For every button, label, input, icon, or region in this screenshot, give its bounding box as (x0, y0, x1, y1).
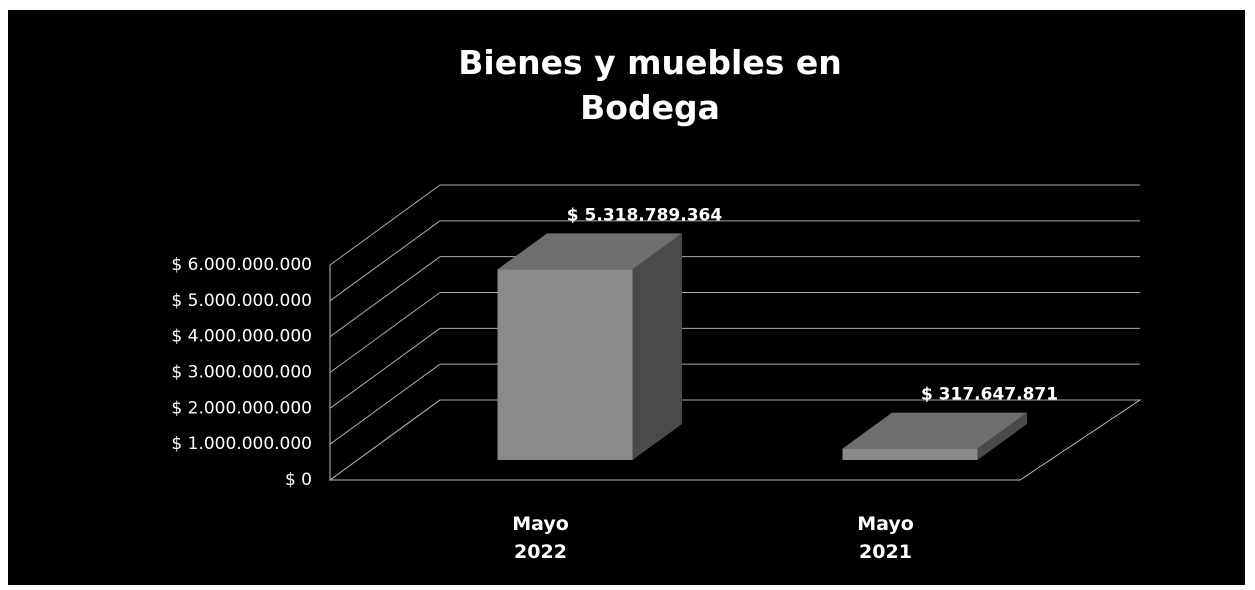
grid-line (329, 399, 441, 481)
bar-top (497, 233, 682, 270)
y-tick-label: $ 6.000.000.000 (171, 255, 312, 275)
bar-side (977, 412, 1027, 460)
bar (497, 269, 633, 460)
bar (842, 448, 978, 460)
chart-title: Bienes y muebles en Bodega (458, 43, 842, 127)
value-label: $ 317.647.871 (921, 385, 1058, 405)
y-tick-label: $ 3.000.000.000 (171, 363, 312, 383)
y-tick-label: $ 1.000.000.000 (171, 434, 312, 454)
bar-side (632, 233, 682, 460)
grid-line (329, 220, 441, 302)
y-tick-label: $ 0 (285, 470, 312, 490)
y-tick-label: $ 4.000.000.000 (171, 327, 312, 347)
grid-line (329, 184, 441, 266)
grid-line (329, 363, 441, 445)
x-tick-label: Mayo 2021 (857, 513, 914, 563)
floor (328, 399, 1142, 481)
x-tick-label: Mayo 2022 (512, 513, 569, 563)
value-label: $ 5.318.789.364 (567, 205, 723, 225)
grid-line (329, 256, 441, 338)
y-tick-label: $ 5.000.000.000 (171, 291, 312, 311)
grid-line (329, 327, 441, 409)
grid-line (329, 292, 441, 373)
y-tick-label: $ 2.000.000.000 (171, 398, 312, 418)
bar-top (842, 412, 1027, 449)
